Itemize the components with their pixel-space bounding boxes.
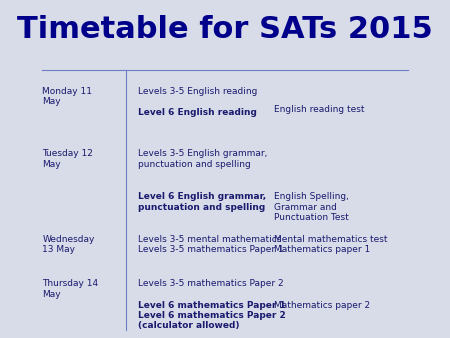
Text: Thursday 14
May: Thursday 14 May xyxy=(42,279,99,299)
Text: Levels 3-5 mental mathematics
Levels 3-5 mathematics Paper 1: Levels 3-5 mental mathematics Levels 3-5… xyxy=(138,235,284,254)
Text: Level 6 English grammar,
punctuation and spelling: Level 6 English grammar, punctuation and… xyxy=(138,192,266,212)
Text: Levels 3-5 English grammar,
punctuation and spelling: Levels 3-5 English grammar, punctuation … xyxy=(138,149,267,169)
Text: Timetable for SATs 2015: Timetable for SATs 2015 xyxy=(17,15,433,44)
Text: Levels 3-5 mathematics Paper 2: Levels 3-5 mathematics Paper 2 xyxy=(138,279,283,288)
Text: Mathematics paper 2: Mathematics paper 2 xyxy=(274,300,370,310)
Text: Level 6 mathematics Paper 1
Level 6 mathematics Paper 2
(calculator allowed): Level 6 mathematics Paper 1 Level 6 math… xyxy=(138,300,285,331)
Text: Level 6 English reading: Level 6 English reading xyxy=(138,108,256,117)
Text: Mental mathematics test
Mathematics paper 1: Mental mathematics test Mathematics pape… xyxy=(274,235,388,254)
Text: Tuesday 12
May: Tuesday 12 May xyxy=(42,149,93,169)
Text: Wednesday
13 May: Wednesday 13 May xyxy=(42,235,95,254)
Text: Levels 3-5 English reading: Levels 3-5 English reading xyxy=(138,87,257,96)
Text: Monday 11
May: Monday 11 May xyxy=(42,87,93,106)
Text: English Spelling,
Grammar and
Punctuation Test: English Spelling, Grammar and Punctuatio… xyxy=(274,192,349,222)
Text: English reading test: English reading test xyxy=(274,105,365,114)
